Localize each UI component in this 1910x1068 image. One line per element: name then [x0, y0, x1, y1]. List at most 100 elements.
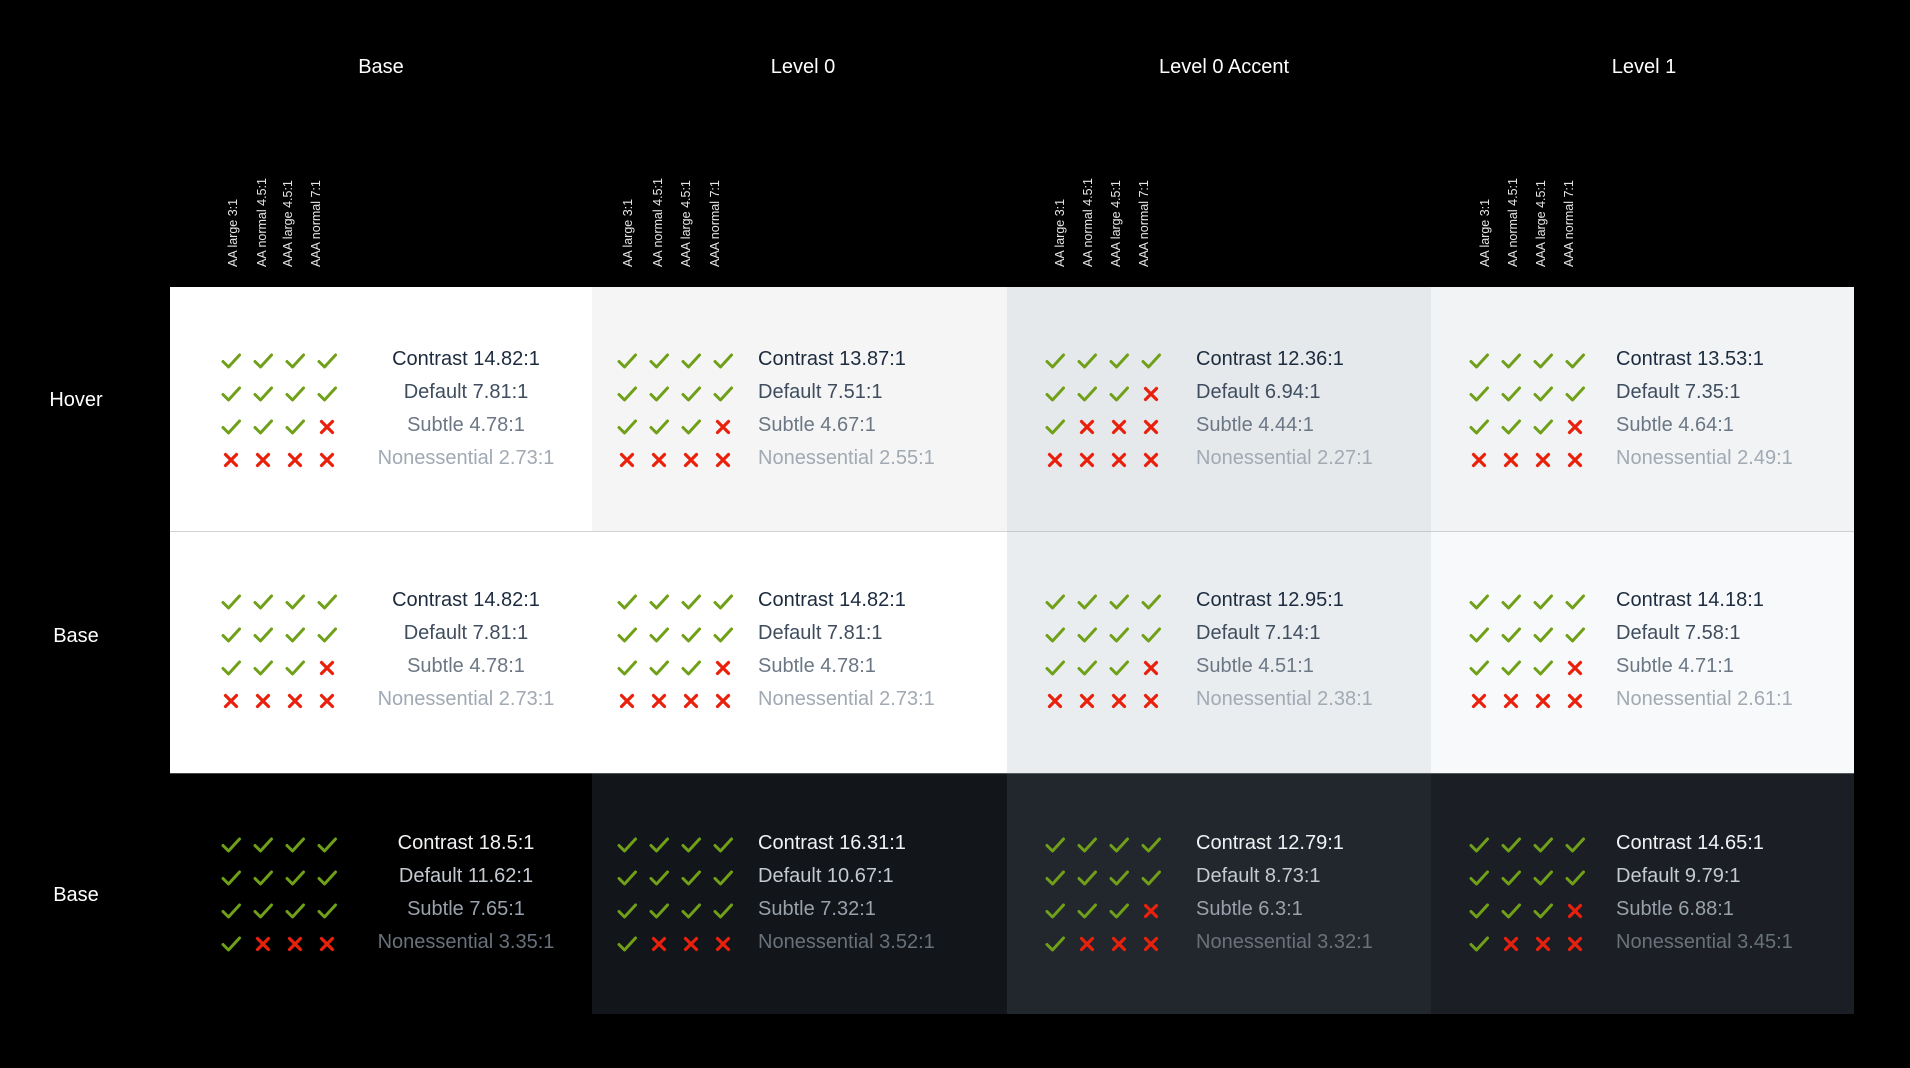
checkmark-icon	[1532, 624, 1554, 646]
checkmark-icon	[220, 900, 242, 922]
checkmark-icon	[1564, 350, 1586, 372]
cross-icon	[284, 690, 306, 712]
checkmark-icon	[1076, 383, 1098, 405]
checkmark-icon	[284, 350, 306, 372]
cross-icon	[616, 449, 638, 471]
cross-icon	[1564, 657, 1586, 679]
matrix-cell-base-dark-level-1: Contrast 14.65:1 Default 9.79:1 Subtle 6.8…	[1431, 773, 1854, 1014]
checkmark-icon	[712, 591, 734, 613]
checkmark-icon	[1468, 416, 1490, 438]
row-label-base-dark: Base	[53, 884, 99, 906]
checkmark-icon	[284, 657, 306, 679]
cross-icon	[680, 449, 702, 471]
checkmark-icon	[316, 624, 338, 646]
cross-icon	[1140, 933, 1162, 955]
checkmark-icon	[1044, 834, 1066, 856]
matrix-cell-base-light-level-1: Contrast 14.18:1 Default 7.58:1 Subtle 4.7…	[1431, 531, 1854, 773]
checkmark-icon	[680, 834, 702, 856]
cross-icon	[648, 933, 670, 955]
criteria-label-aa-large: AA large 3:1	[1053, 198, 1067, 267]
checkmark-icon	[316, 350, 338, 372]
cross-icon	[1564, 449, 1586, 471]
checkmark-icon	[1044, 383, 1066, 405]
checkmark-icon	[1564, 383, 1586, 405]
checkmark-icon	[220, 933, 242, 955]
criteria-label-aa-normal: AA normal 4.5:1	[651, 178, 665, 267]
cross-icon	[1076, 933, 1098, 955]
checkmark-icon	[712, 624, 734, 646]
checkmark-icon	[1500, 416, 1522, 438]
checkmark-icon	[1044, 350, 1066, 372]
checkmark-icon	[1468, 867, 1490, 889]
cross-icon	[648, 690, 670, 712]
matrix-cell-base-dark-level-0: Contrast 16.31:1 Default 10.67:1 Subtle 7.…	[592, 773, 1007, 1014]
checkmark-icon	[680, 900, 702, 922]
checkmark-icon	[1140, 591, 1162, 613]
criteria-label-aaa-large: AAA large 4.5:1	[1109, 180, 1123, 267]
checkmark-icon	[252, 900, 274, 922]
cross-icon	[712, 657, 734, 679]
checkmark-icon	[1532, 657, 1554, 679]
cross-icon	[220, 690, 242, 712]
criteria-label-aa-large: AA large 3:1	[1478, 198, 1492, 267]
cross-icon	[680, 690, 702, 712]
ratio-subtle: Subtle 6.88:1	[1616, 898, 1734, 920]
checkmark-icon	[220, 383, 242, 405]
checkmark-icon	[1532, 900, 1554, 922]
checkmark-icon	[252, 624, 274, 646]
cross-icon	[1140, 900, 1162, 922]
checkmark-icon	[1076, 591, 1098, 613]
ratio-subtle: Subtle 4.44:1	[1196, 414, 1314, 436]
checkmark-icon	[1140, 834, 1162, 856]
cross-icon	[1468, 690, 1490, 712]
criteria-label-aa-normal: AA normal 4.5:1	[1081, 178, 1095, 267]
cross-icon	[316, 657, 338, 679]
ratio-default: Default 8.73:1	[1196, 865, 1321, 887]
cross-icon	[1140, 383, 1162, 405]
checkmark-icon	[712, 900, 734, 922]
cross-icon	[1108, 449, 1130, 471]
checkmark-icon	[1564, 834, 1586, 856]
checkmark-icon	[1108, 867, 1130, 889]
ratio-default: Default 11.62:1	[398, 865, 534, 887]
ratio-default: Default 9.79:1	[1616, 865, 1741, 887]
matrix-cell-hover-light-level-1: Contrast 13.53:1 Default 7.35:1 Subtle 4.6…	[1431, 287, 1854, 531]
ratio-subtle: Subtle 4.71:1	[1616, 655, 1734, 677]
ratio-subtle: Subtle 4.78:1	[407, 414, 525, 436]
cross-icon	[1532, 449, 1554, 471]
checkmark-icon	[648, 657, 670, 679]
checkmark-icon	[1532, 350, 1554, 372]
cross-icon	[1532, 690, 1554, 712]
ratio-nonessential: Nonessential 3.52:1	[758, 931, 935, 953]
ratio-nonessential: Nonessential 3.35:1	[377, 931, 555, 953]
ratio-nonessential: Nonessential 3.45:1	[1616, 931, 1793, 953]
criteria-label-aaa-normal: AAA normal 7:1	[708, 180, 722, 267]
row-divider	[170, 531, 1854, 532]
checkmark-icon	[1108, 657, 1130, 679]
cross-icon	[1076, 449, 1098, 471]
criteria-label-aa-large: AA large 3:1	[621, 198, 635, 267]
cross-icon	[1044, 690, 1066, 712]
checkmark-icon	[220, 867, 242, 889]
cross-icon	[1140, 449, 1162, 471]
checkmark-icon	[284, 591, 306, 613]
checkmark-icon	[252, 350, 274, 372]
cross-icon	[316, 690, 338, 712]
cross-icon	[680, 933, 702, 955]
matrix-cell-base-dark-level-0-accent: Contrast 12.79:1 Default 8.73:1 Subtle 6.3…	[1007, 773, 1431, 1014]
checkmark-icon	[1564, 624, 1586, 646]
checkmark-icon	[680, 624, 702, 646]
checkmark-icon	[1500, 867, 1522, 889]
checkmark-icon	[220, 591, 242, 613]
checkmark-icon	[648, 591, 670, 613]
cross-icon	[616, 690, 638, 712]
criteria-label-aa-normal: AA normal 4.5:1	[1506, 178, 1520, 267]
checkmark-icon	[616, 350, 638, 372]
ratio-contrast: Contrast 12.95:1	[1196, 589, 1344, 611]
checkmark-icon	[1076, 867, 1098, 889]
checkmark-icon	[1076, 624, 1098, 646]
checkmark-icon	[220, 834, 242, 856]
checkmark-icon	[1500, 591, 1522, 613]
row-divider	[170, 773, 1854, 774]
checkmark-icon	[284, 900, 306, 922]
